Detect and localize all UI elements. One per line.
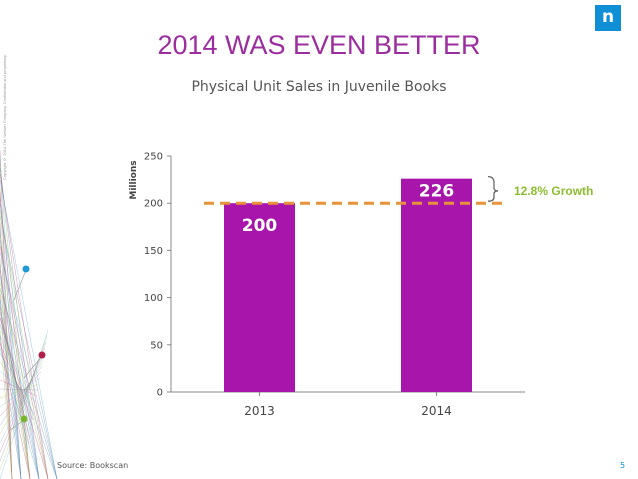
green-dot-icon [20, 415, 28, 423]
slide-title: 2014 WAS EVEN BETTER [157, 30, 481, 60]
x-tick-label: 2013 [244, 404, 275, 418]
data-label: 226 [419, 182, 455, 202]
y-axis-label: Millions [129, 160, 139, 199]
x-tick-label: 2014 [421, 404, 452, 418]
y-tick-label: 250 [144, 152, 163, 163]
growth-bracket [487, 176, 499, 202]
bar-2013 [224, 203, 295, 392]
growth-annotation: 12.8% Growth [514, 184, 593, 198]
chart-title: Physical Unit Sales in Juvenile Books [191, 79, 447, 95]
red-dot-icon [38, 351, 46, 359]
y-tick-label: 100 [144, 293, 163, 304]
y-tick-label: 150 [144, 246, 163, 257]
bar-2014 [401, 178, 472, 392]
source-note: Source: Bookscan [57, 461, 129, 470]
y-tick-label: 200 [144, 199, 163, 210]
blue-dot-icon [22, 265, 30, 273]
y-tick-label: 0 [157, 388, 163, 399]
nielsen-logo: n [595, 5, 621, 31]
page-number: 5 [620, 461, 626, 470]
decorative-mesh-graphic [0, 149, 58, 479]
y-tick-label: 50 [150, 340, 163, 351]
data-label: 200 [242, 216, 278, 236]
